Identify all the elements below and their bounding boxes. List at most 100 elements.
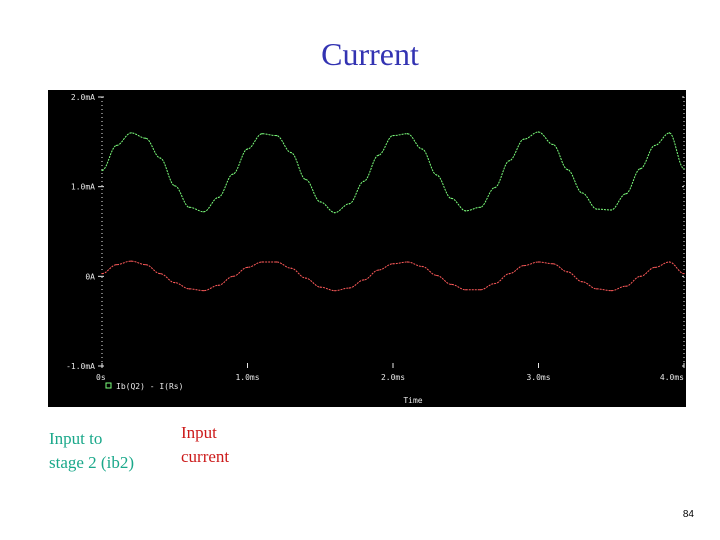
x-tick-label: 1.0ms <box>235 373 259 382</box>
data-point-ib-q2 <box>581 192 583 194</box>
data-point-ib-q2 <box>261 133 263 135</box>
data-point-ib-q2 <box>654 144 656 147</box>
data-point-ib-q2 <box>596 208 598 210</box>
data-point-i-rs <box>625 285 627 287</box>
red-trace-label: Input current <box>181 423 230 466</box>
data-point-ib-q2 <box>305 178 307 181</box>
data-point-i-rs <box>276 261 278 263</box>
y-tick-label: 2.0mA <box>71 93 95 102</box>
y-tick-label: -1.0mA <box>66 362 95 371</box>
data-point-i-rs <box>465 289 467 291</box>
x-tick-label: 0s <box>96 373 106 382</box>
data-point-i-rs <box>115 264 118 266</box>
data-point-i-rs <box>596 288 598 290</box>
trace-i-rs <box>101 260 685 292</box>
legend-text: Ib(Q2) - I(Rs) <box>116 382 183 391</box>
data-point-i-rs <box>436 274 438 277</box>
data-point-i-rs <box>319 286 321 288</box>
data-point-i-rs <box>479 289 481 291</box>
data-point-ib-q2 <box>101 169 103 172</box>
data-point-ib-q2 <box>203 211 205 213</box>
oscilloscope-plot: 2.0mA 1.0mA 0A -1.0mA 0s 1.0ms 2.0ms 3.0ms 4.0ms… <box>48 90 686 407</box>
data-point-i-rs <box>450 283 452 286</box>
data-point-ib-q2 <box>276 134 278 137</box>
data-point-i-rs <box>290 267 292 269</box>
data-point-i-rs <box>188 288 190 290</box>
data-point-ib-q2 <box>348 203 350 205</box>
data-point-ib-q2 <box>508 160 510 162</box>
x-axis-title: Time <box>403 396 422 405</box>
data-point-ib-q2 <box>217 196 219 199</box>
data-point-i-rs <box>610 290 612 292</box>
data-point-i-rs <box>348 287 350 289</box>
data-point-ib-q2 <box>159 157 161 159</box>
data-point-i-rs <box>683 273 685 275</box>
data-point-i-rs <box>305 277 307 279</box>
data-point-ib-q2 <box>392 134 394 137</box>
data-point-ib-q2 <box>494 186 496 189</box>
data-point-i-rs <box>217 284 219 286</box>
data-point-ib-q2 <box>567 169 569 171</box>
data-point-ib-q2 <box>319 201 321 203</box>
data-point-ib-q2 <box>523 138 525 140</box>
data-point-i-rs <box>130 260 132 262</box>
data-point-ib-q2 <box>130 132 132 134</box>
data-point-i-rs <box>392 263 394 265</box>
page-number: 84 <box>682 509 694 520</box>
data-point-i-rs <box>508 273 510 275</box>
data-point-ib-q2 <box>537 131 540 133</box>
data-point-ib-q2 <box>115 144 118 147</box>
data-point-ib-q2 <box>377 154 380 156</box>
data-point-i-rs <box>334 290 336 292</box>
data-point-i-rs <box>654 266 656 268</box>
data-point-ib-q2 <box>436 174 438 176</box>
data-point-i-rs <box>639 275 641 277</box>
data-point-ib-q2 <box>639 168 641 170</box>
data-point-ib-q2 <box>363 180 365 182</box>
x-tick-label: 3.0ms <box>526 373 550 382</box>
data-point-ib-q2 <box>610 209 612 211</box>
data-point-i-rs <box>363 279 365 281</box>
slide-title: Current <box>321 36 419 72</box>
data-point-i-rs <box>537 261 540 263</box>
data-point-ib-q2 <box>174 185 176 187</box>
data-point-i-rs <box>523 264 525 267</box>
data-point-ib-q2 <box>406 133 409 135</box>
data-point-ib-q2 <box>683 168 685 170</box>
data-point-i-rs <box>421 265 423 268</box>
data-point-ib-q2 <box>421 148 423 150</box>
y-tick-label: 1.0mA <box>71 183 95 192</box>
data-point-ib-q2 <box>552 143 554 146</box>
data-point-ib-q2 <box>188 206 190 208</box>
trace-ib-q2 <box>101 131 685 214</box>
data-point-ib-q2 <box>232 173 234 175</box>
data-point-i-rs <box>567 271 569 273</box>
data-point-i-rs <box>145 264 147 266</box>
data-point-i-rs <box>581 281 583 283</box>
data-point-ib-q2 <box>290 151 292 154</box>
data-point-i-rs <box>406 261 409 263</box>
data-point-i-rs <box>174 282 176 284</box>
data-point-i-rs <box>246 266 249 268</box>
data-point-i-rs <box>232 275 234 277</box>
data-point-ib-q2 <box>479 206 481 208</box>
data-point-ib-q2 <box>450 197 452 199</box>
data-point-i-rs <box>261 261 263 263</box>
x-tick-label: 2.0ms <box>381 373 405 382</box>
data-point-ib-q2 <box>625 193 627 195</box>
data-point-i-rs <box>203 290 205 292</box>
data-point-i-rs <box>101 273 103 275</box>
legend-marker <box>105 382 112 389</box>
data-point-ib-q2 <box>668 132 671 134</box>
data-point-ib-q2 <box>145 137 147 139</box>
data-point-ib-q2 <box>246 148 249 150</box>
data-point-i-rs <box>552 263 554 265</box>
x-tick-label: 4.0ms <box>660 373 684 382</box>
y-tick-label: 0A <box>85 272 95 281</box>
data-point-i-rs <box>668 261 671 263</box>
data-point-i-rs <box>159 273 161 275</box>
data-point-i-rs <box>377 269 380 271</box>
data-point-ib-q2 <box>465 210 467 212</box>
